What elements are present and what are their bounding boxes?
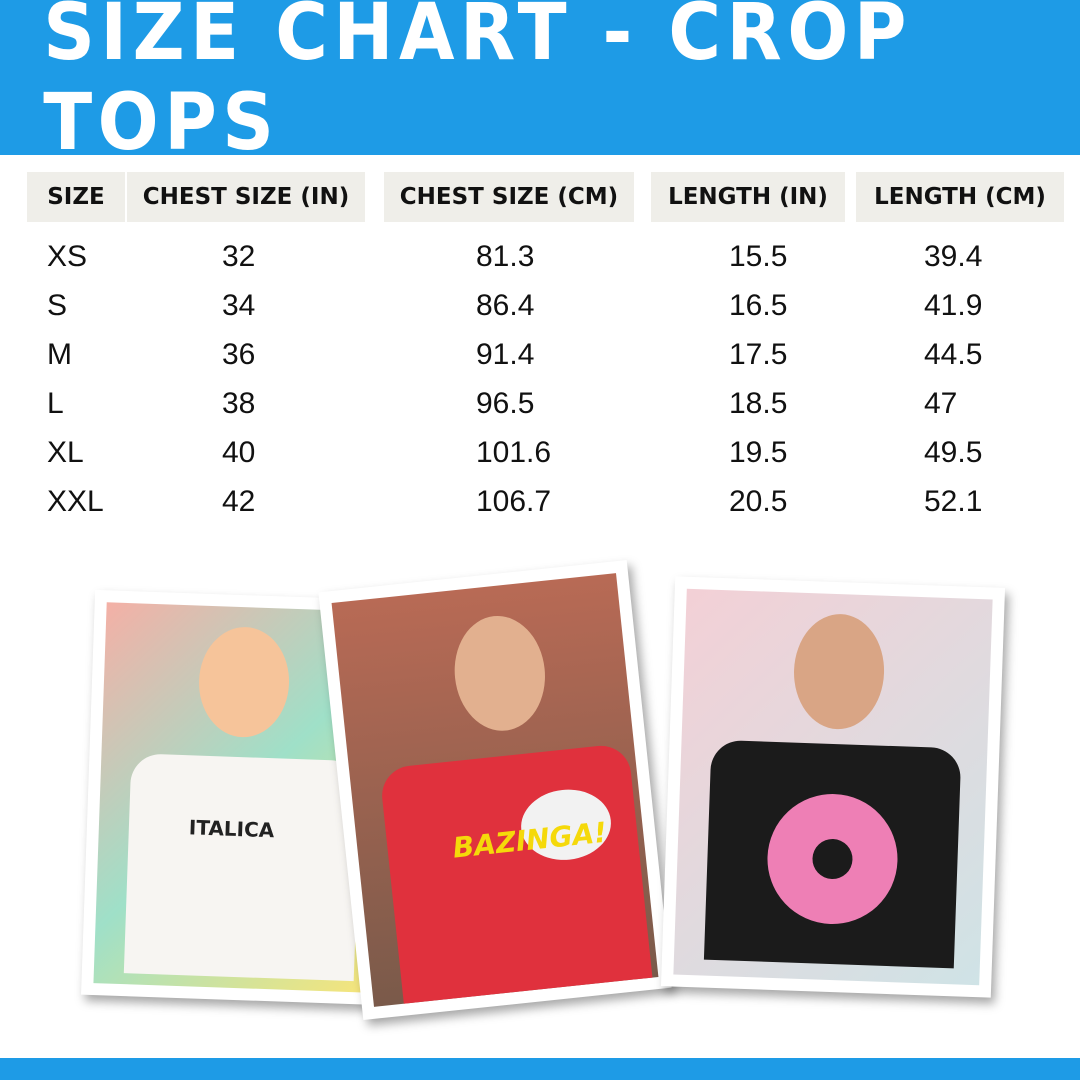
table-cell: 40: [222, 436, 256, 469]
photo-black-crop-top: [660, 576, 1006, 998]
table-cell: M: [47, 338, 72, 371]
title-banner: SIZE CHART - CROP TOPS: [0, 0, 1080, 168]
table-cell: 17.5: [729, 338, 788, 371]
table-cell: XXL: [47, 485, 104, 518]
table-cell: 52.1: [924, 485, 983, 518]
table-cell: S: [47, 289, 68, 322]
column-header: LENGTH (CM): [856, 172, 1064, 222]
table-cell: 32: [222, 240, 256, 273]
photo-red-crop-top: BAZINGA!: [318, 559, 672, 1021]
table-cell: XS: [47, 240, 88, 273]
table-cell: 42: [222, 485, 256, 518]
table-cell: 47: [924, 387, 958, 420]
table-cell: 81.3: [476, 240, 535, 273]
table-cell: 18.5: [729, 387, 788, 420]
table-cell: 16.5: [729, 289, 788, 322]
table-cell: 106.7: [476, 485, 552, 518]
table-cell: 19.5: [729, 436, 788, 469]
table-cell: L: [47, 387, 64, 420]
column-header: SIZE: [27, 172, 125, 222]
column-header: LENGTH (IN): [651, 172, 845, 222]
page-title: SIZE CHART - CROP TOPS: [43, 0, 912, 168]
table-cell: XL: [47, 436, 84, 469]
footer-bar: [0, 1058, 1080, 1080]
table-cell: 44.5: [924, 338, 983, 371]
table-cell: 38: [222, 387, 256, 420]
table-cell: 101.6: [476, 436, 552, 469]
table-cell: 39.4: [924, 240, 983, 273]
table-cell: 15.5: [729, 240, 788, 273]
column-header: CHEST SIZE (IN): [127, 172, 365, 222]
table-cell: 20.5: [729, 485, 788, 518]
table-cell: 36: [222, 338, 256, 371]
table-cell: 49.5: [924, 436, 983, 469]
table-cell: 41.9: [924, 289, 983, 322]
table-cell: 91.4: [476, 338, 535, 371]
table-cell: 96.5: [476, 387, 535, 420]
column-header: CHEST SIZE (CM): [384, 172, 634, 222]
table-cell: 86.4: [476, 289, 535, 322]
table-cell: 34: [222, 289, 256, 322]
